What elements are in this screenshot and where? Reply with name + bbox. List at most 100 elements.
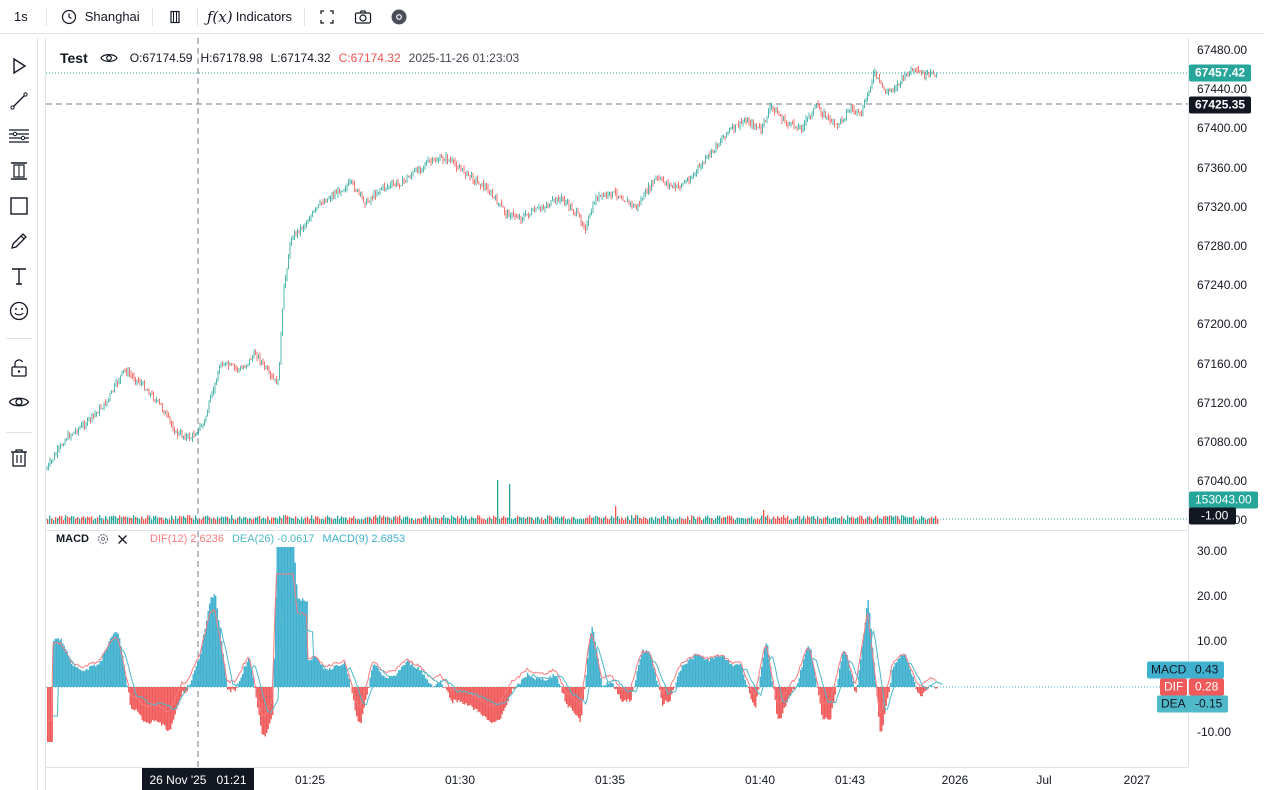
macd-bar: [198, 659, 200, 687]
fib-tool[interactable]: [0, 123, 38, 153]
price-pane[interactable]: [46, 38, 1188, 527]
chart-type-button[interactable]: [157, 0, 193, 34]
volume-bar: [213, 517, 215, 524]
macd-bar: [425, 678, 427, 687]
macd-bar: [419, 670, 421, 687]
macd-bar: [695, 653, 697, 687]
volume-bar: [721, 517, 723, 524]
volume-bar: [199, 519, 201, 524]
settings-button[interactable]: [381, 0, 417, 34]
volume-bar: [911, 517, 913, 524]
macd-bar: [854, 687, 856, 691]
macd-bar: [303, 600, 305, 687]
volume-bar: [587, 517, 589, 524]
volume-bar: [771, 519, 773, 524]
volume-bar: [781, 516, 783, 524]
macd-bar: [857, 684, 859, 687]
volume-bar: [487, 518, 489, 524]
close-value: C:67174.32: [338, 51, 401, 65]
macd-bar: [102, 654, 104, 687]
macd-bar: [50, 687, 52, 742]
timezone-button[interactable]: Shanghai: [51, 0, 148, 34]
screenshot-button[interactable]: [345, 0, 381, 34]
time-axis[interactable]: 01:25 01:30 01:35 01:40 01:43 2026 Jul 2…: [46, 767, 1188, 790]
macd-bar: [209, 603, 211, 687]
macd-axis-label: 20.00: [1197, 589, 1228, 603]
macd-bar: [716, 656, 718, 687]
macd-bar: [855, 687, 857, 693]
macd-bar: [315, 657, 317, 687]
volume-bar: [503, 515, 505, 524]
time-label: 2026: [941, 773, 969, 787]
rectangle-tool[interactable]: [0, 193, 38, 223]
macd-bar: [690, 658, 692, 687]
macd-bar: [398, 670, 400, 687]
visibility-tool[interactable]: [0, 389, 38, 419]
emoji-tool[interactable]: [0, 298, 38, 328]
volume-bar: [211, 519, 213, 524]
macd-bar: [189, 684, 191, 687]
macd-bar: [68, 655, 70, 687]
macd-bar: [206, 620, 208, 687]
indicators-button[interactable]: ƒ(x) Indicators: [202, 0, 300, 34]
delete-tool[interactable]: [0, 445, 38, 475]
macd-bar: [111, 636, 113, 687]
brush-tool[interactable]: [0, 228, 38, 258]
volume-bar: [429, 515, 431, 524]
macd-bar: [285, 547, 287, 687]
macd-bar: [575, 687, 577, 715]
macd-pane[interactable]: [46, 530, 1188, 768]
price-chart[interactable]: [46, 38, 1188, 527]
macd-bar: [917, 687, 919, 693]
macd-bar: [531, 677, 533, 687]
volume-bar: [853, 517, 855, 524]
macd-settings-button[interactable]: [97, 533, 109, 545]
volume-bar: [377, 517, 379, 524]
volume-bar: [251, 519, 253, 524]
macd-chart[interactable]: [46, 531, 1188, 768]
macd-bar: [632, 687, 634, 692]
volume-bar: [881, 519, 883, 524]
volume-bar: [707, 515, 709, 524]
volume-bar: [191, 518, 193, 524]
volume-bar: [767, 515, 769, 524]
price-axis[interactable]: 67480.00 67440.00 67400.00 67360.00 67320.00…: [1147, 38, 1264, 767]
volume-bar: [847, 515, 849, 524]
lock-tool[interactable]: [0, 355, 38, 385]
macd-bar: [524, 677, 526, 687]
volume-bar: [787, 516, 789, 524]
macd-bar: [894, 662, 896, 687]
interval-button[interactable]: 1s: [0, 0, 42, 34]
volume-bar: [663, 515, 665, 524]
trend-line-tool[interactable]: [0, 88, 38, 118]
volume-bar: [51, 518, 53, 524]
volume-bar: [835, 516, 837, 524]
visibility-toggle[interactable]: [100, 51, 118, 65]
ohlc-legend: Test O:67174.59 H:67178.98 L:67174.32 C:…: [60, 50, 519, 66]
volume-bar: [649, 517, 651, 524]
volume-bar: [165, 517, 167, 524]
macd-bar: [737, 664, 739, 687]
text-tool[interactable]: [0, 263, 38, 293]
macd-bar: [915, 687, 917, 690]
macd-bar: [623, 687, 625, 702]
macd-bar: [401, 666, 403, 687]
macd-bar: [725, 659, 727, 687]
volume-bar: [361, 518, 363, 524]
volume-bar: [923, 517, 925, 524]
pattern-tool[interactable]: [0, 158, 38, 188]
macd-bar: [183, 687, 185, 694]
macd-bar: [581, 687, 583, 716]
volume-bar: [437, 518, 439, 524]
volume-bar: [471, 516, 473, 524]
macd-bar: [866, 608, 868, 687]
macd-bar: [492, 687, 494, 722]
volume-bar: [93, 519, 95, 524]
cursor-tool[interactable]: [0, 53, 38, 83]
volume-bar: [401, 519, 403, 524]
macd-bar: [864, 622, 866, 687]
fullscreen-button[interactable]: [309, 0, 345, 34]
macd-remove-button[interactable]: [117, 534, 128, 545]
macd-bar: [888, 687, 890, 693]
volume-bar: [447, 517, 449, 524]
